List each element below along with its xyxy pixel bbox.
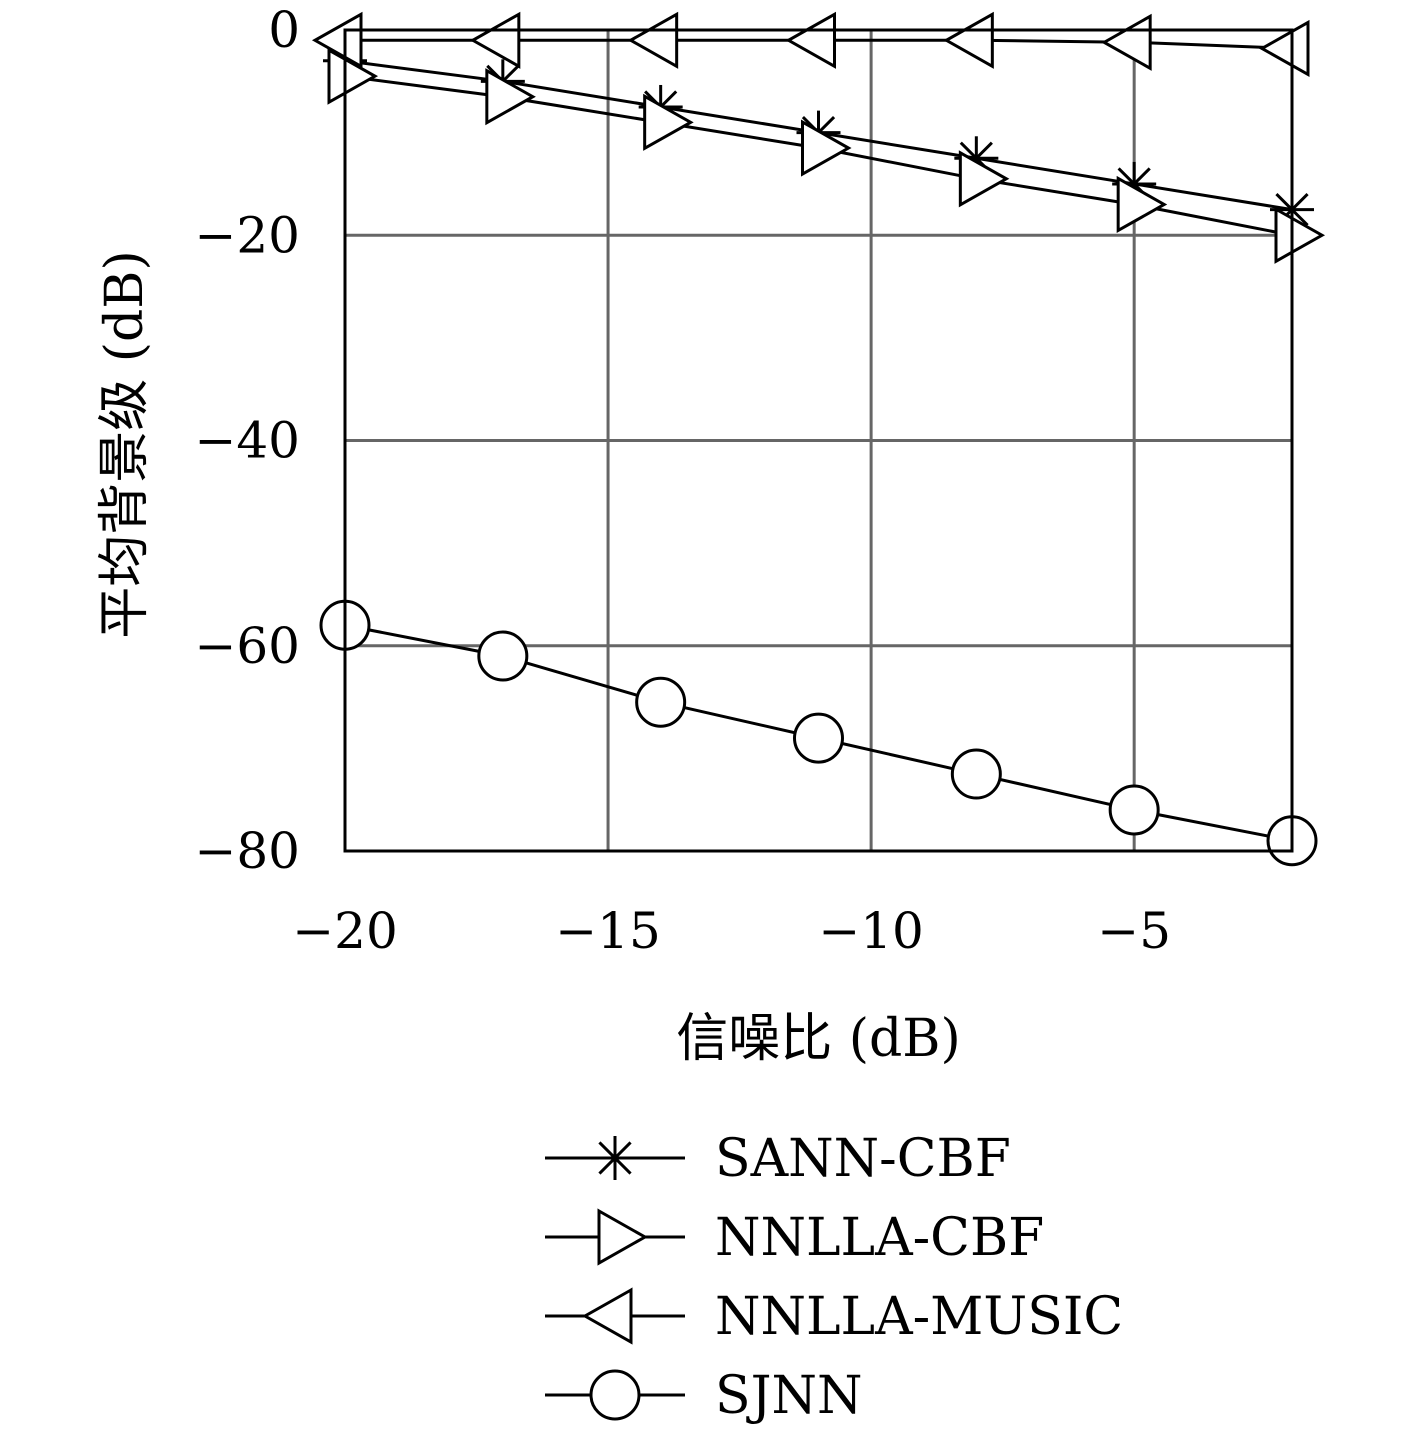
plot-frame	[343, 28, 1294, 853]
series-sjnn	[319, 599, 1318, 867]
x-axis-label: 信噪比 (dB)	[676, 1009, 961, 1069]
marker-triangle-right	[801, 119, 852, 177]
series-nnlla-cbf	[327, 47, 1326, 264]
marker-circle	[950, 748, 1002, 800]
marker-asterisk	[593, 1136, 637, 1180]
x-tick-label: −15	[555, 902, 661, 960]
marker-triangle-left	[627, 11, 679, 69]
legend-label: SJNN	[715, 1366, 862, 1426]
marker-triangle-left	[311, 11, 363, 69]
marker-triangle-right	[958, 150, 1010, 208]
x-tick-label: −20	[292, 902, 398, 960]
x-tick-label: −5	[1097, 902, 1171, 960]
legend-item: NNLLA-CBF	[545, 1208, 1044, 1268]
marker-triangle-left	[1258, 19, 1310, 78]
marker-circle	[635, 676, 687, 728]
marker-triangle-right	[643, 93, 694, 151]
marker-triangle-left	[1101, 13, 1152, 71]
asterisk-stroke	[598, 1141, 632, 1175]
legend-item: SJNN	[545, 1366, 862, 1426]
marker-triangle-left	[581, 1287, 633, 1345]
legend-label: SANN-CBF	[715, 1129, 1011, 1189]
y-axis-label: 平均背景级 (dB)	[95, 250, 155, 639]
marker-triangle-left	[785, 11, 836, 69]
y-tick-label: −80	[194, 822, 300, 880]
legend: SANN-CBF NNLLA-CBF NNLLA-MUSIC SJNN	[545, 1129, 1123, 1426]
marker-triangle-right	[485, 68, 536, 126]
x-tick-label: −10	[818, 902, 924, 960]
marker-circle	[1108, 784, 1160, 836]
legend-item: NNLLA-MUSIC	[545, 1287, 1123, 1347]
tick-labels: −20 −15 −10 −5 0 −20 −40 −60 −80	[194, 1, 1171, 960]
legend-label: NNLLA-MUSIC	[715, 1287, 1123, 1347]
y-tick-label: −60	[194, 617, 300, 675]
marker-triangle-right	[1274, 206, 1326, 264]
marker-circle	[793, 712, 844, 764]
marker-triangle-right	[327, 47, 379, 105]
legend-label: NNLLA-CBF	[715, 1208, 1044, 1268]
marker-circle	[589, 1369, 641, 1421]
marker-triangle-left	[469, 11, 521, 69]
y-tick-label: −40	[194, 412, 300, 470]
marker-triangle-left	[943, 11, 994, 69]
y-tick-label: 0	[268, 1, 300, 59]
marker-triangle-right	[597, 1208, 649, 1266]
series-nnlla-music	[311, 11, 1310, 78]
marker-triangle-right	[1116, 175, 1168, 234]
legend-item: SANN-CBF	[545, 1129, 1011, 1189]
y-tick-label: −20	[194, 206, 300, 264]
marker-circle	[477, 630, 529, 682]
